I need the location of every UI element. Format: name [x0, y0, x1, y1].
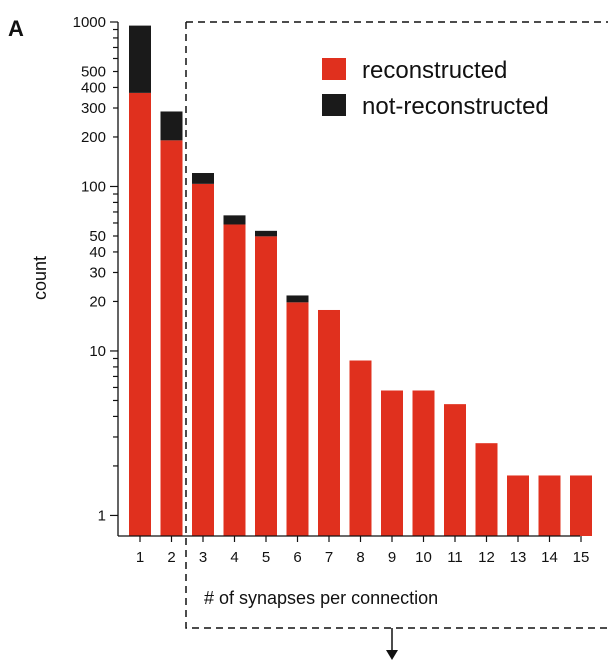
y-tick-label-100: 100 — [81, 178, 106, 195]
x-tick-label-6: 6 — [293, 549, 301, 566]
x-tick-label-13: 13 — [510, 549, 527, 566]
x-tick-label-2: 2 — [167, 549, 175, 566]
bar-not-reconstructed-5 — [255, 230, 277, 237]
legend-swatch-not-reconstructed — [322, 94, 346, 116]
bar-not-reconstructed-2 — [160, 111, 183, 141]
bar-reconstructed-7 — [318, 309, 340, 536]
x-tick-label-3: 3 — [199, 549, 207, 566]
x-tick-label-4: 4 — [230, 549, 238, 566]
y-tick-label-200: 200 — [81, 129, 106, 146]
selection-box — [185, 21, 608, 629]
x-tick-label-9: 9 — [388, 549, 396, 566]
y-tick-label-1: 1 — [98, 507, 106, 524]
bar-reconstructed-5 — [255, 236, 277, 536]
selection-arrow-head — [386, 650, 398, 660]
bar-reconstructed-15 — [570, 475, 592, 536]
y-tick-label-1000: 1000 — [73, 14, 106, 31]
bar-reconstructed-8 — [349, 360, 372, 536]
bar-reconstructed-1 — [129, 92, 151, 537]
bar-reconstructed-2 — [160, 140, 183, 537]
bar-not-reconstructed-1 — [129, 25, 151, 93]
bar-reconstructed-13 — [507, 475, 529, 536]
bar-reconstructed-14 — [538, 475, 561, 536]
x-tick-label-7: 7 — [325, 549, 333, 566]
bar-reconstructed-12 — [475, 443, 498, 536]
legend-label-reconstructed: reconstructed — [362, 57, 507, 84]
bar-reconstructed-6 — [286, 302, 309, 536]
panel-label: A — [8, 16, 24, 41]
x-tick-label-5: 5 — [262, 549, 270, 566]
bar-reconstructed-11 — [444, 404, 466, 536]
bar-reconstructed-10 — [412, 390, 435, 536]
x-axis-title: # of synapses per connection — [204, 588, 438, 608]
bar-not-reconstructed-3 — [192, 173, 214, 184]
bar-not-reconstructed-6 — [286, 295, 309, 303]
y-tick-label-10: 10 — [89, 343, 106, 360]
bar-not-reconstructed-4 — [223, 215, 246, 225]
x-tick-label-15: 15 — [573, 549, 590, 566]
x-axis: 1 2 3 4 5 6 7 8 9 10 11 12 13 14 15 — [118, 535, 590, 566]
x-tick-label-10: 10 — [415, 549, 432, 566]
bar-reconstructed-9 — [381, 390, 403, 536]
legend: reconstructed not-reconstructed — [322, 57, 549, 120]
legend-label-not-reconstructed: not-reconstructed — [362, 93, 549, 120]
y-axis-title: count — [30, 256, 50, 300]
x-tick-label-8: 8 — [356, 549, 364, 566]
x-tick-label-1: 1 — [136, 549, 144, 566]
y-tick-label-300: 300 — [81, 100, 106, 117]
legend-swatch-reconstructed — [322, 58, 346, 80]
y-tick-label-30: 30 — [89, 264, 106, 281]
y-tick-label-500: 500 — [81, 64, 106, 81]
bar-reconstructed-3 — [192, 183, 214, 536]
bar-group — [129, 25, 592, 537]
y-tick-label-20: 20 — [89, 293, 106, 310]
y-tick-label-400: 400 — [81, 79, 106, 96]
y-tick-label-50: 50 — [89, 228, 106, 245]
x-tick-label-12: 12 — [478, 549, 495, 566]
x-tick-label-11: 11 — [447, 549, 463, 566]
x-tick-label-14: 14 — [541, 549, 558, 566]
y-tick-label-40: 40 — [89, 244, 106, 261]
bar-reconstructed-4 — [223, 224, 246, 537]
